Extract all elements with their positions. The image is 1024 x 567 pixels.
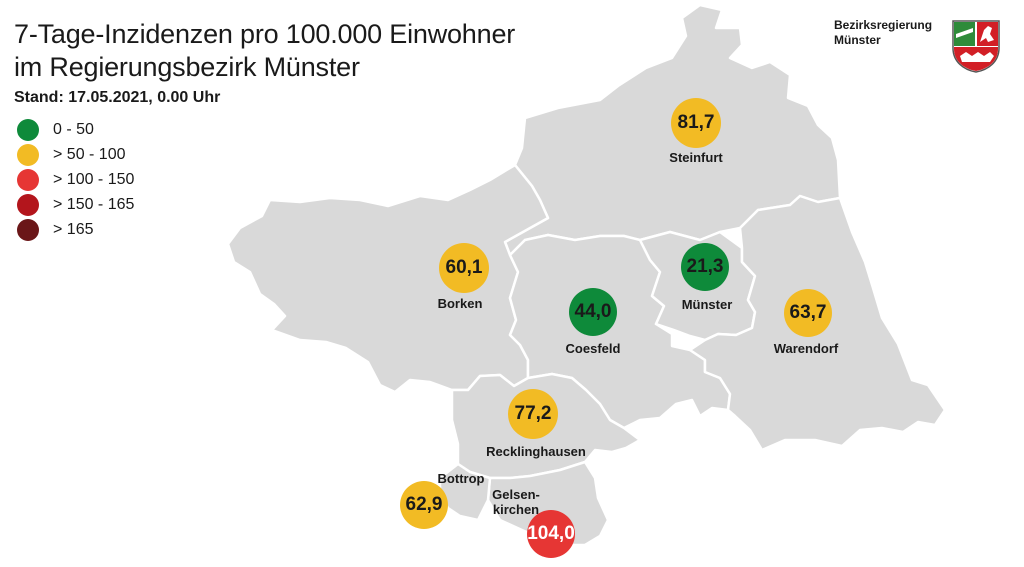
legend-label: > 150 - 165 — [53, 195, 135, 213]
stand-date: Stand: 17.05.2021, 0.00 Uhr — [14, 89, 221, 106]
incidence-bubble-warendorf: 63,7 — [784, 289, 832, 337]
district-label-coesfeld: Coesfeld — [565, 341, 621, 356]
incidence-value: 44,0 — [574, 301, 612, 322]
incidence-value: 63,7 — [789, 302, 827, 323]
organization-name: Bezirksregierung Münster — [834, 18, 933, 47]
district-label-borken: Borken — [437, 296, 483, 311]
incidence-value: 60,1 — [445, 257, 483, 278]
nrw-coat-of-arms-icon — [952, 20, 1000, 73]
legend-item: > 50 - 100 — [14, 142, 134, 167]
incidence-bubble-gelsenkirchen: 104,0 — [527, 510, 575, 558]
legend-label: > 50 - 100 — [53, 145, 126, 163]
legend-label: > 165 — [53, 220, 94, 238]
legend-item: 0 - 50 — [14, 117, 134, 142]
incidence-value: 104,0 — [527, 523, 575, 544]
region-borken[interactable] — [226, 163, 550, 394]
incidence-value: 62,9 — [405, 494, 443, 515]
incidence-value: 77,2 — [514, 403, 552, 424]
district-label-steinfurt: Steinfurt — [669, 150, 723, 165]
region-gelsenkirchen[interactable] — [486, 460, 610, 547]
incidence-value: 81,7 — [677, 112, 715, 133]
district-label-bottrop: Bottrop — [437, 471, 485, 486]
legend-label: > 100 - 150 — [53, 170, 135, 188]
legend-item: > 100 - 150 — [14, 167, 134, 192]
incidence-bubble-bottrop: 62,9 — [400, 481, 448, 529]
title-line-1: 7-Tage-Inzidenzen pro 100.000 Einwohner — [14, 19, 516, 49]
incidence-bubble-borken: 60,1 — [439, 243, 489, 293]
legend-item: > 165 — [14, 217, 134, 242]
legend-item: > 150 - 165 — [14, 192, 134, 217]
legend-swatch — [17, 168, 39, 191]
legend: 0 - 50 > 50 - 100 > 100 - 150 > 150 - 16… — [14, 117, 134, 242]
legend-swatch — [17, 218, 39, 241]
district-label-recklinghausen: Recklinghausen — [486, 444, 586, 459]
legend-swatch — [17, 143, 39, 166]
legend-swatch — [17, 118, 39, 141]
incidence-bubble-recklinghausen: 77,2 — [508, 389, 558, 439]
incidence-bubble-steinfurt: 81,7 — [671, 98, 721, 148]
district-label-gelsenkirchen: Gelsen- kirchen — [492, 487, 540, 517]
legend-label: 0 - 50 — [53, 120, 94, 138]
page-title: 7-Tage-Inzidenzen pro 100.000 Einwohner … — [14, 18, 574, 84]
district-label-warendorf: Warendorf — [773, 341, 839, 356]
legend-swatch — [17, 193, 39, 216]
title-line-2: im Regierungsbezirk Münster — [14, 52, 360, 82]
district-label-muenster: Münster — [681, 297, 733, 312]
incidence-value: 21,3 — [686, 256, 724, 277]
incidence-bubble-coesfeld: 44,0 — [569, 288, 617, 336]
incidence-bubble-muenster: 21,3 — [681, 243, 729, 291]
